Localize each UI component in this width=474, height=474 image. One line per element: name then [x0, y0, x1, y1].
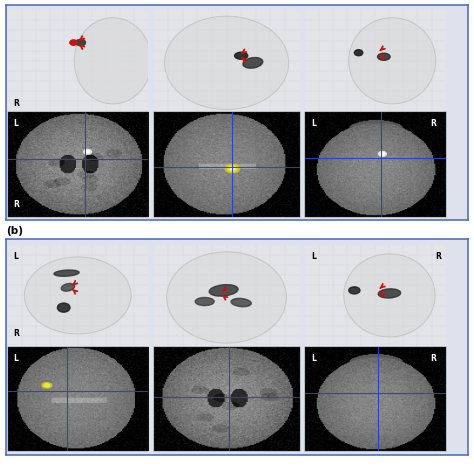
Ellipse shape [231, 298, 251, 307]
Ellipse shape [225, 164, 240, 173]
Text: R: R [430, 119, 436, 128]
Ellipse shape [86, 151, 90, 153]
Ellipse shape [74, 18, 151, 104]
Ellipse shape [209, 284, 238, 296]
Text: R: R [436, 252, 442, 261]
Text: L: L [13, 252, 18, 261]
Ellipse shape [57, 303, 70, 312]
Text: L: L [13, 119, 18, 128]
Ellipse shape [230, 167, 234, 170]
Ellipse shape [378, 289, 401, 298]
Text: L: L [13, 354, 18, 363]
Ellipse shape [84, 149, 91, 154]
Ellipse shape [344, 254, 435, 337]
Ellipse shape [243, 57, 263, 68]
Ellipse shape [349, 287, 360, 294]
Circle shape [25, 257, 131, 334]
Text: L: L [311, 354, 316, 363]
Ellipse shape [228, 166, 237, 171]
Ellipse shape [61, 283, 74, 291]
Ellipse shape [355, 50, 363, 56]
Ellipse shape [381, 153, 384, 155]
Ellipse shape [377, 53, 390, 60]
Ellipse shape [349, 18, 436, 104]
Text: R: R [430, 354, 436, 363]
Text: R: R [13, 329, 19, 338]
Text: R: R [13, 201, 19, 210]
Ellipse shape [167, 252, 286, 343]
Ellipse shape [54, 270, 79, 276]
Text: L: L [311, 252, 316, 261]
Ellipse shape [76, 39, 85, 46]
Ellipse shape [70, 40, 77, 45]
Ellipse shape [195, 298, 214, 306]
Ellipse shape [164, 16, 289, 109]
Text: L: L [311, 119, 316, 128]
Text: R: R [13, 99, 19, 108]
Ellipse shape [76, 39, 85, 46]
Ellipse shape [235, 52, 248, 59]
Text: (b): (b) [6, 226, 23, 236]
Ellipse shape [44, 384, 50, 387]
Ellipse shape [379, 152, 386, 156]
Ellipse shape [42, 383, 52, 388]
Ellipse shape [70, 40, 77, 45]
